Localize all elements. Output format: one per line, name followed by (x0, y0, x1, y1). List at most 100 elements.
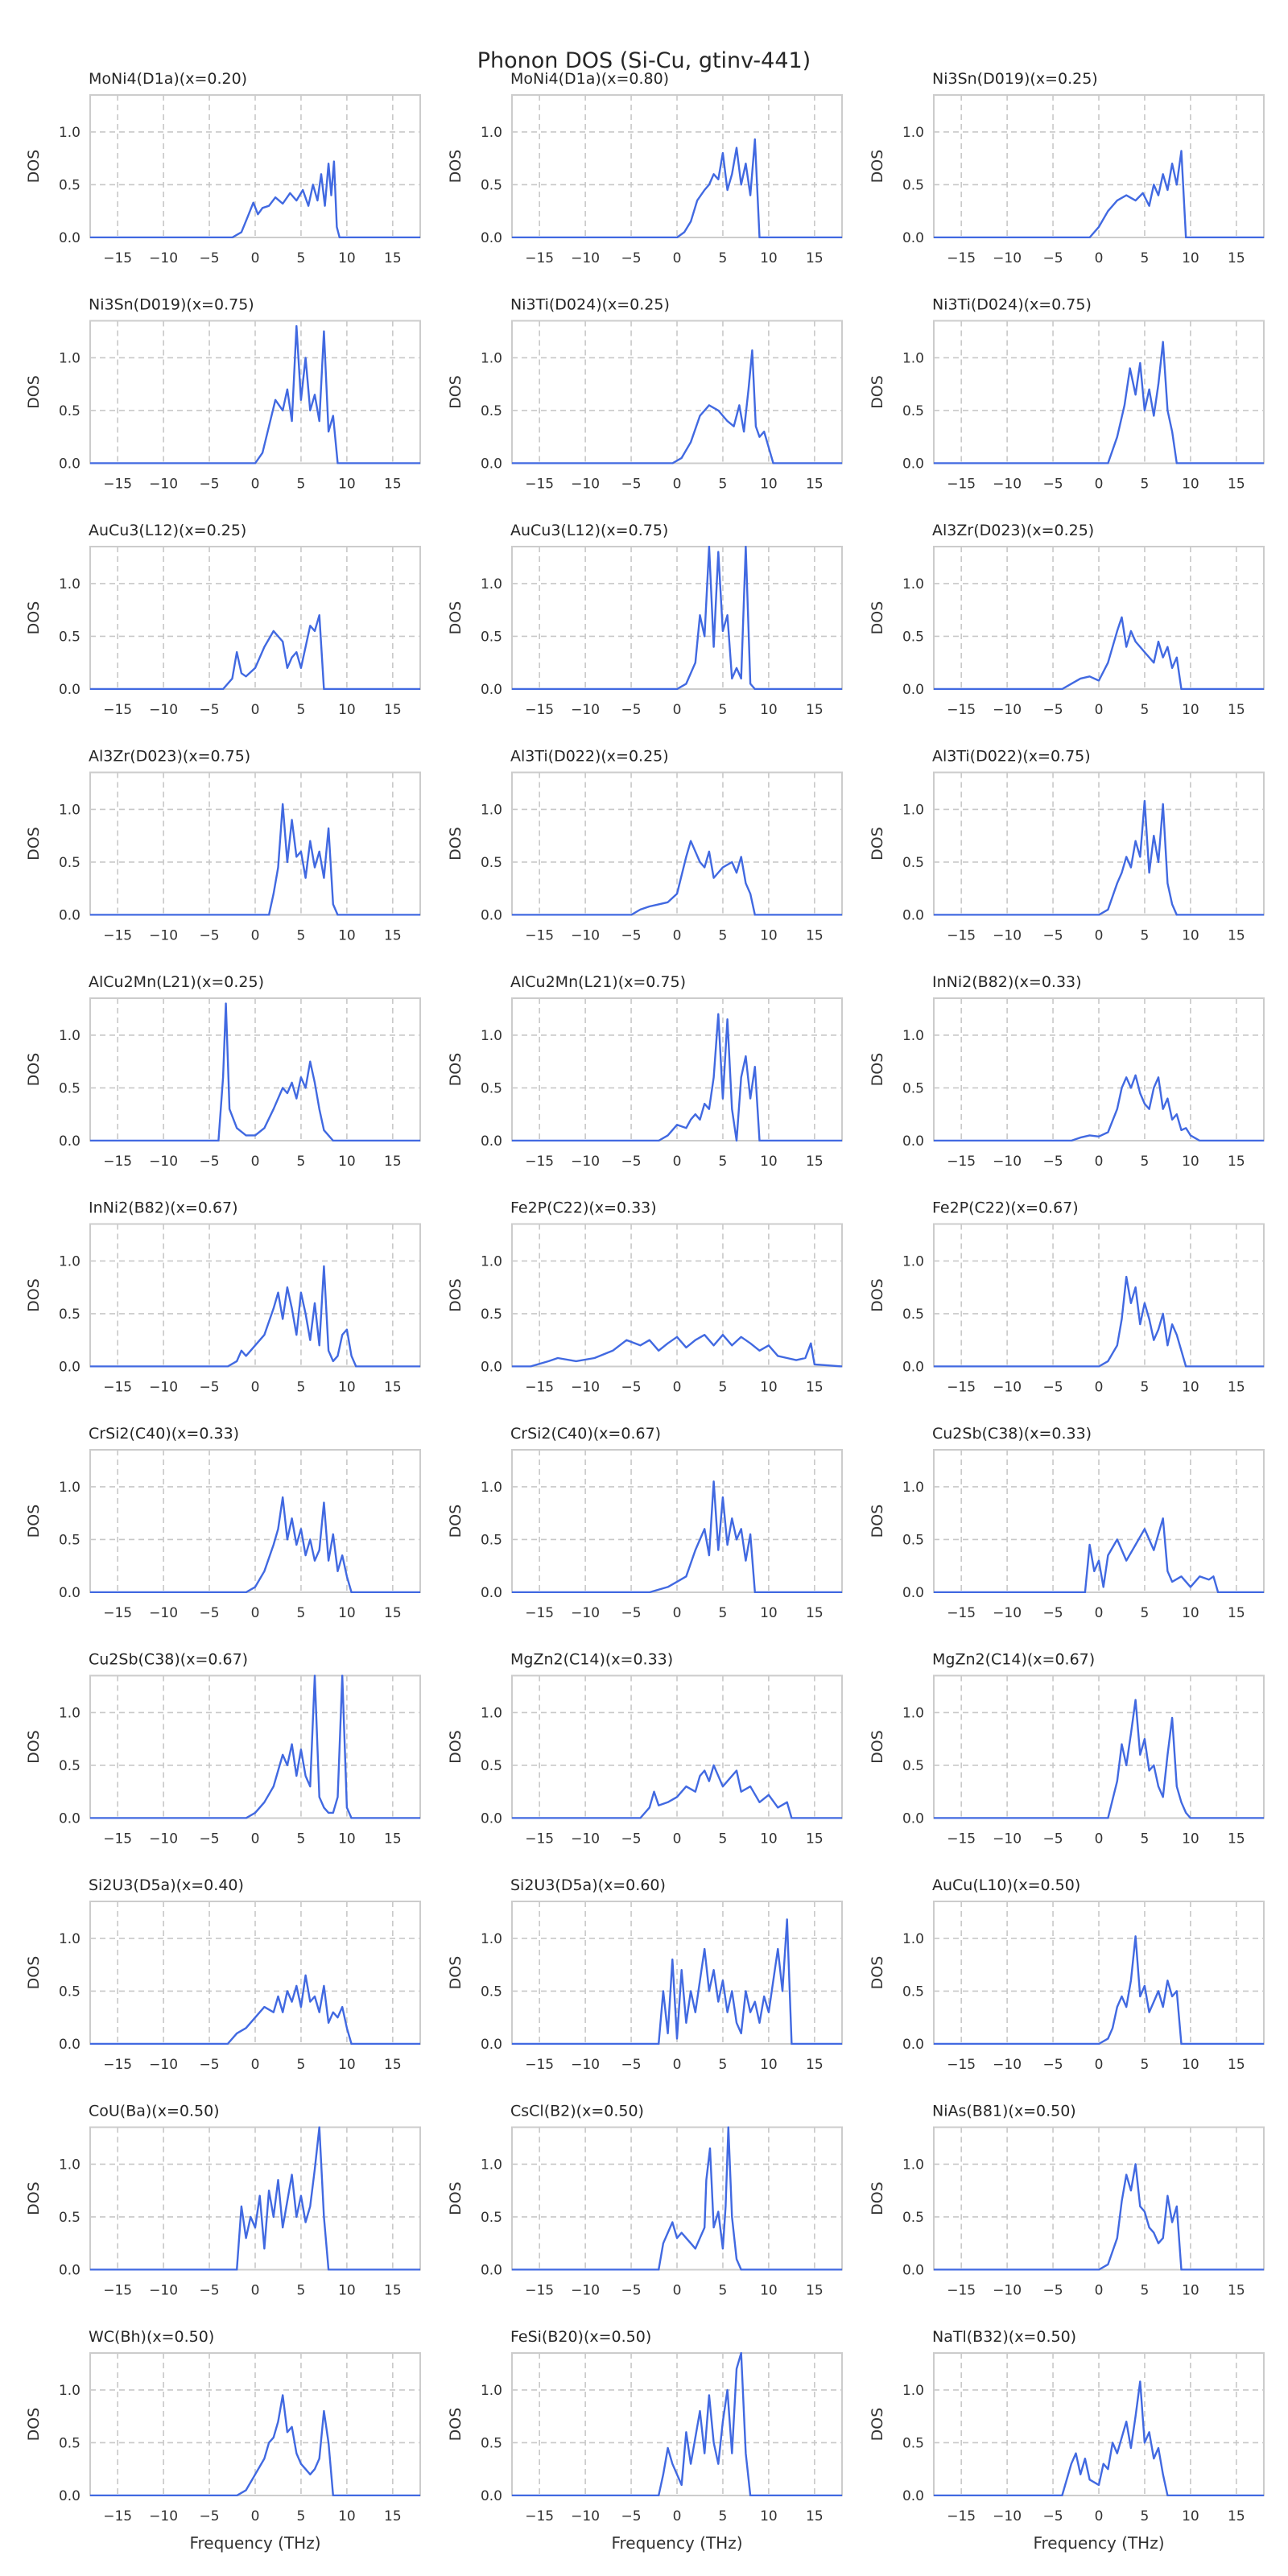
x-tick-label: 0 (251, 1831, 260, 1847)
panel-frame (511, 997, 843, 1141)
x-tick-label: 5 (297, 1831, 306, 1847)
panel-title: Fe2P(C22)(x=0.67) (932, 1199, 1079, 1217)
y-tick-label: 0.5 (481, 1984, 502, 2000)
x-tick-label: −15 (947, 1154, 976, 1170)
y-axis-label: DOS (869, 601, 886, 635)
panel-frame (933, 94, 1265, 238)
y-tick-label: 0.0 (59, 456, 80, 473)
x-tick-label: 5 (297, 2283, 306, 2299)
panel-frame (511, 1901, 843, 2045)
y-axis-label: DOS (869, 2182, 886, 2215)
x-tick-label: 10 (1182, 928, 1199, 944)
x-tick-label: 10 (338, 2057, 356, 2073)
x-tick-label: −5 (1043, 2283, 1063, 2299)
y-tick-label: 0.5 (902, 1984, 924, 2000)
panel-title: MgZn2(C14)(x=0.67) (932, 1651, 1095, 1669)
x-axis-label: Frequency (THz) (611, 2533, 742, 2553)
y-tick-label: 1.0 (902, 350, 924, 366)
x-tick-label: −15 (525, 928, 554, 944)
x-tick-label: 15 (384, 2508, 402, 2524)
y-tick-label: 1.0 (481, 1931, 502, 1947)
dos-series-line (90, 1974, 420, 2045)
x-tick-label: 0 (251, 702, 260, 718)
y-tick-label: 0.5 (59, 1307, 80, 1323)
x-tick-label: −15 (103, 1154, 132, 1170)
y-tick-label: 0.5 (59, 629, 80, 645)
dos-series-line (934, 2163, 1264, 2271)
y-tick-label: 1.0 (481, 576, 502, 592)
y-tick-label: 1.0 (481, 2157, 502, 2173)
dos-series-line (934, 2380, 1264, 2496)
y-tick-label: 0.0 (902, 2037, 924, 2053)
y-axis-label: DOS (25, 1505, 43, 1538)
y-tick-label: 0.0 (481, 2037, 502, 2053)
x-tick-label: 5 (297, 1380, 306, 1396)
panel-title: Ni3Ti(D024)(x=0.25) (510, 296, 670, 314)
x-tick-label: 5 (297, 928, 306, 944)
y-axis-label: DOS (25, 1956, 43, 1990)
x-tick-label: 10 (338, 1831, 356, 1847)
y-tick-label: 0.5 (481, 855, 502, 871)
x-tick-label: 0 (1095, 1154, 1104, 1170)
x-tick-label: 10 (1182, 1831, 1199, 1847)
panel-title: Al3Ti(D022)(x=0.25) (510, 748, 669, 766)
dos-series-line (90, 160, 420, 238)
panel-title: Al3Ti(D022)(x=0.75) (932, 748, 1091, 766)
x-tick-label: −10 (571, 1831, 600, 1847)
x-tick-label: 0 (1095, 1831, 1104, 1847)
y-tick-label: 0.0 (59, 1585, 80, 1601)
x-tick-label: 5 (1141, 1154, 1150, 1170)
x-tick-label: 0 (251, 1605, 260, 1621)
y-tick-label: 0.5 (59, 403, 80, 419)
x-tick-label: 10 (760, 1831, 778, 1847)
dos-series-line (934, 150, 1264, 238)
x-tick-label: 0 (673, 702, 682, 718)
x-tick-label: −10 (993, 1154, 1022, 1170)
y-axis-label: DOS (869, 1730, 886, 1764)
dos-series-line (90, 324, 420, 464)
dos-panel: −15 −10 −5 0 5 10 15 0.0 0.5 1.0 DOS MoNi4(D1a)(x=0… (447, 70, 843, 266)
y-tick-label: 1.0 (481, 1705, 502, 1721)
dos-panel: −15 −10 −5 0 5 10 15 0.0 0.5 1.0 DOS Al3Ti(D022)(x=… (447, 748, 843, 944)
x-tick-label: 15 (806, 2057, 824, 2073)
panel-title: Al3Zr(D023)(x=0.75) (89, 748, 250, 766)
x-tick-label: 10 (760, 477, 778, 493)
x-tick-label: 10 (760, 928, 778, 944)
x-tick-label: 0 (673, 477, 682, 493)
dos-panel: −15 −10 −5 0 5 10 15 0.0 0.5 1.0 DOS AlCu2Mn(L21)(x… (447, 973, 843, 1170)
y-tick-label: 0.0 (481, 908, 502, 924)
x-tick-label: −5 (200, 2283, 220, 2299)
dos-series-line (90, 1002, 420, 1141)
x-tick-label: 15 (806, 702, 824, 718)
y-tick-label: 0.5 (59, 855, 80, 871)
dos-panel: −15 −10 −5 0 5 10 15 0.0 0.5 1.0 DOS Fe2P(C22)(x=0.… (869, 1199, 1265, 1396)
dos-panel: −15 −10 −5 0 5 10 15 0.0 0.5 1.0 DOS InNi2(B82)(x=0… (869, 973, 1265, 1170)
x-tick-label: 0 (673, 2508, 682, 2524)
x-tick-label: 5 (1141, 1380, 1150, 1396)
panel-frame (89, 2126, 421, 2271)
x-tick-label: −15 (947, 250, 976, 266)
panel-frame (933, 2352, 1265, 2496)
x-tick-label: −5 (1043, 477, 1063, 493)
dos-panel: −15 −10 −5 0 5 10 15 0.0 0.5 1.0 DOS CrSi2(C40)(x=0… (447, 1425, 843, 1621)
dos-series-line (512, 1918, 842, 2045)
y-tick-label: 0.5 (481, 1307, 502, 1323)
y-axis-label: DOS (25, 601, 43, 635)
y-tick-label: 0.0 (481, 456, 502, 473)
x-tick-label: 5 (297, 2508, 306, 2524)
x-tick-label: 0 (251, 1154, 260, 1170)
dos-panel: −15 −10 −5 0 5 10 15 0.0 0.5 1.0 DOS AuCu(L10)(x=0.… (869, 1876, 1265, 2073)
panel-title: AuCu3(L12)(x=0.25) (89, 522, 246, 539)
x-tick-label: 5 (297, 1154, 306, 1170)
y-tick-label: 1.0 (59, 125, 80, 141)
x-tick-label: −15 (525, 1831, 554, 1847)
y-axis-label: DOS (25, 1053, 43, 1087)
x-tick-label: 15 (806, 2508, 824, 2524)
x-tick-label: −5 (621, 928, 642, 944)
y-tick-label: 0.5 (59, 1080, 80, 1096)
y-axis-label: DOS (25, 375, 43, 409)
x-tick-label: 15 (1228, 1154, 1245, 1170)
x-tick-label: −5 (1043, 1605, 1063, 1621)
dos-panel: −15 −10 −5 0 5 10 15 0.0 0.5 1.0 DOS Ni3Sn(D019)(x=… (25, 296, 421, 493)
dos-panel: −15 −10 −5 0 5 10 15 0.0 0.5 1.0 DOS WC(Bh)(x=0.50)… (25, 2328, 421, 2553)
